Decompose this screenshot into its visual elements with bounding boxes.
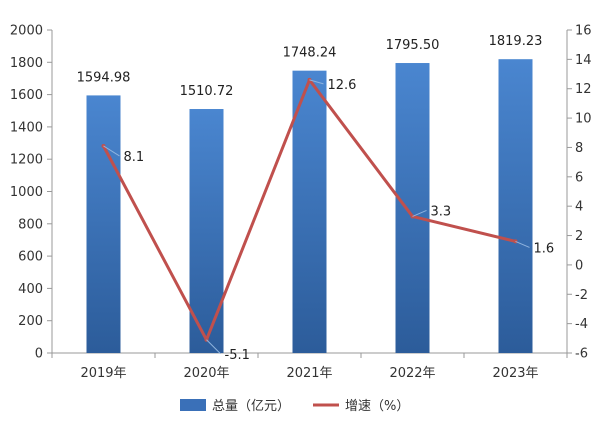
labels-layer: 1594.98 1510.72 1748.24 1795.50 1819.23 8.1 -5… xyxy=(77,34,555,363)
x-tick-label: 2023年 xyxy=(492,366,538,381)
growth-value-label: -5.1 xyxy=(225,348,250,363)
growth-leader-line xyxy=(309,79,324,85)
right-tick-label: -2 xyxy=(575,288,588,303)
bar-value-label: 1748.24 xyxy=(283,46,337,61)
x-tick-label: 2020年 xyxy=(183,366,229,381)
left-tick-label: 1800 xyxy=(10,56,43,71)
growth-value-label: 8.1 xyxy=(124,150,145,165)
growth-leader-line xyxy=(103,145,120,157)
bar xyxy=(86,95,121,353)
growth-leader-line xyxy=(515,240,530,248)
right-tick-label: 14 xyxy=(575,53,592,68)
x-tick-label: 2022年 xyxy=(389,366,435,381)
legend-bar-label: 总量（亿元） xyxy=(212,399,290,414)
left-tick-label: 1000 xyxy=(10,185,43,200)
bar xyxy=(498,59,533,353)
bar-value-label: 1819.23 xyxy=(489,34,543,49)
growth-leader-line xyxy=(412,209,427,217)
legend-line-label: 增速（%） xyxy=(345,399,409,414)
left-tick-label: 600 xyxy=(18,250,43,265)
axes-layer: 0 200 400 600 800 1000 1200 1400 1600 1800 2000 -6 -… xyxy=(10,24,592,382)
bars-layer xyxy=(86,59,533,354)
left-tick-label: 1400 xyxy=(10,120,43,135)
right-tick-label: 16 xyxy=(575,24,592,39)
legend-bar-swatch xyxy=(180,399,206,411)
legend: 总量（亿元） 增速（%） xyxy=(180,399,409,414)
growth-leader-line xyxy=(206,339,221,355)
right-tick-label: 8 xyxy=(575,141,583,156)
bar xyxy=(292,70,327,353)
bar-value-label: 1795.50 xyxy=(386,38,440,53)
right-tick-label: 4 xyxy=(575,200,583,215)
x-tick-label: 2021年 xyxy=(286,366,332,381)
right-tick-label: 6 xyxy=(575,170,583,185)
right-tick-label: -4 xyxy=(575,317,588,332)
growth-value-label: 12.6 xyxy=(328,78,357,93)
left-tick-label: 400 xyxy=(18,282,43,297)
left-tick-label: 1200 xyxy=(10,153,43,168)
growth-value-label: 1.6 xyxy=(534,241,555,256)
right-tick-label: 0 xyxy=(575,258,583,273)
growth-value-label: 3.3 xyxy=(431,204,452,219)
left-tick-label: 0 xyxy=(35,347,43,362)
left-tick-label: 1600 xyxy=(10,88,43,103)
right-tick-label: -6 xyxy=(575,347,588,362)
bar-value-label: 1510.72 xyxy=(180,84,234,99)
left-tick-label: 200 xyxy=(18,314,43,329)
bar xyxy=(395,63,430,354)
right-tick-label: 12 xyxy=(575,82,592,97)
x-tick-label: 2019年 xyxy=(80,366,126,381)
right-tick-label: 2 xyxy=(575,229,583,244)
left-tick-label: 2000 xyxy=(10,24,43,39)
left-tick-label: 800 xyxy=(18,217,43,232)
bar-value-label: 1594.98 xyxy=(77,70,131,85)
right-tick-label: 10 xyxy=(575,112,592,127)
